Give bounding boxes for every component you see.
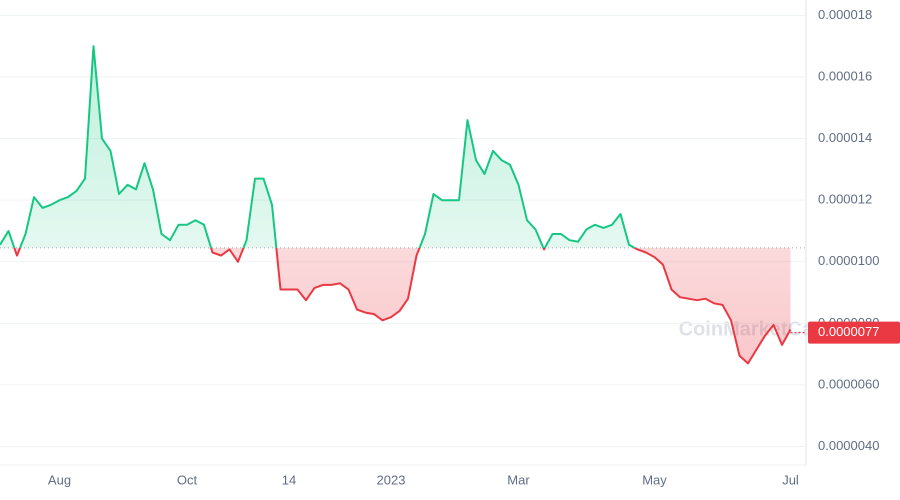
y-tick-label: 0.0000100 [818, 253, 879, 268]
price-line-above [0, 45, 637, 248]
last-price-label: 0.0000077 [818, 324, 879, 339]
x-tick-label: Aug [48, 472, 71, 487]
x-tick-label: Oct [177, 472, 198, 487]
x-tick-label: Jul [782, 472, 799, 487]
last-price-tag [808, 321, 900, 344]
y-tick-label: 0.000012 [818, 192, 872, 207]
y-tick-label: 0.000014 [818, 130, 872, 145]
x-tick-label: 2023 [377, 472, 406, 487]
y-tick-label: 0.0000060 [818, 376, 879, 391]
y-tick-label: 0.000016 [818, 68, 872, 83]
x-tick-label: Mar [507, 472, 530, 487]
price-line-below [13, 247, 792, 365]
area-above [0, 46, 791, 248]
y-tick-label: 0.0000040 [818, 438, 879, 453]
x-tick-label: May [642, 472, 667, 487]
x-tick-label: 14 [282, 472, 296, 487]
y-tick-label: 0.000018 [818, 7, 872, 22]
